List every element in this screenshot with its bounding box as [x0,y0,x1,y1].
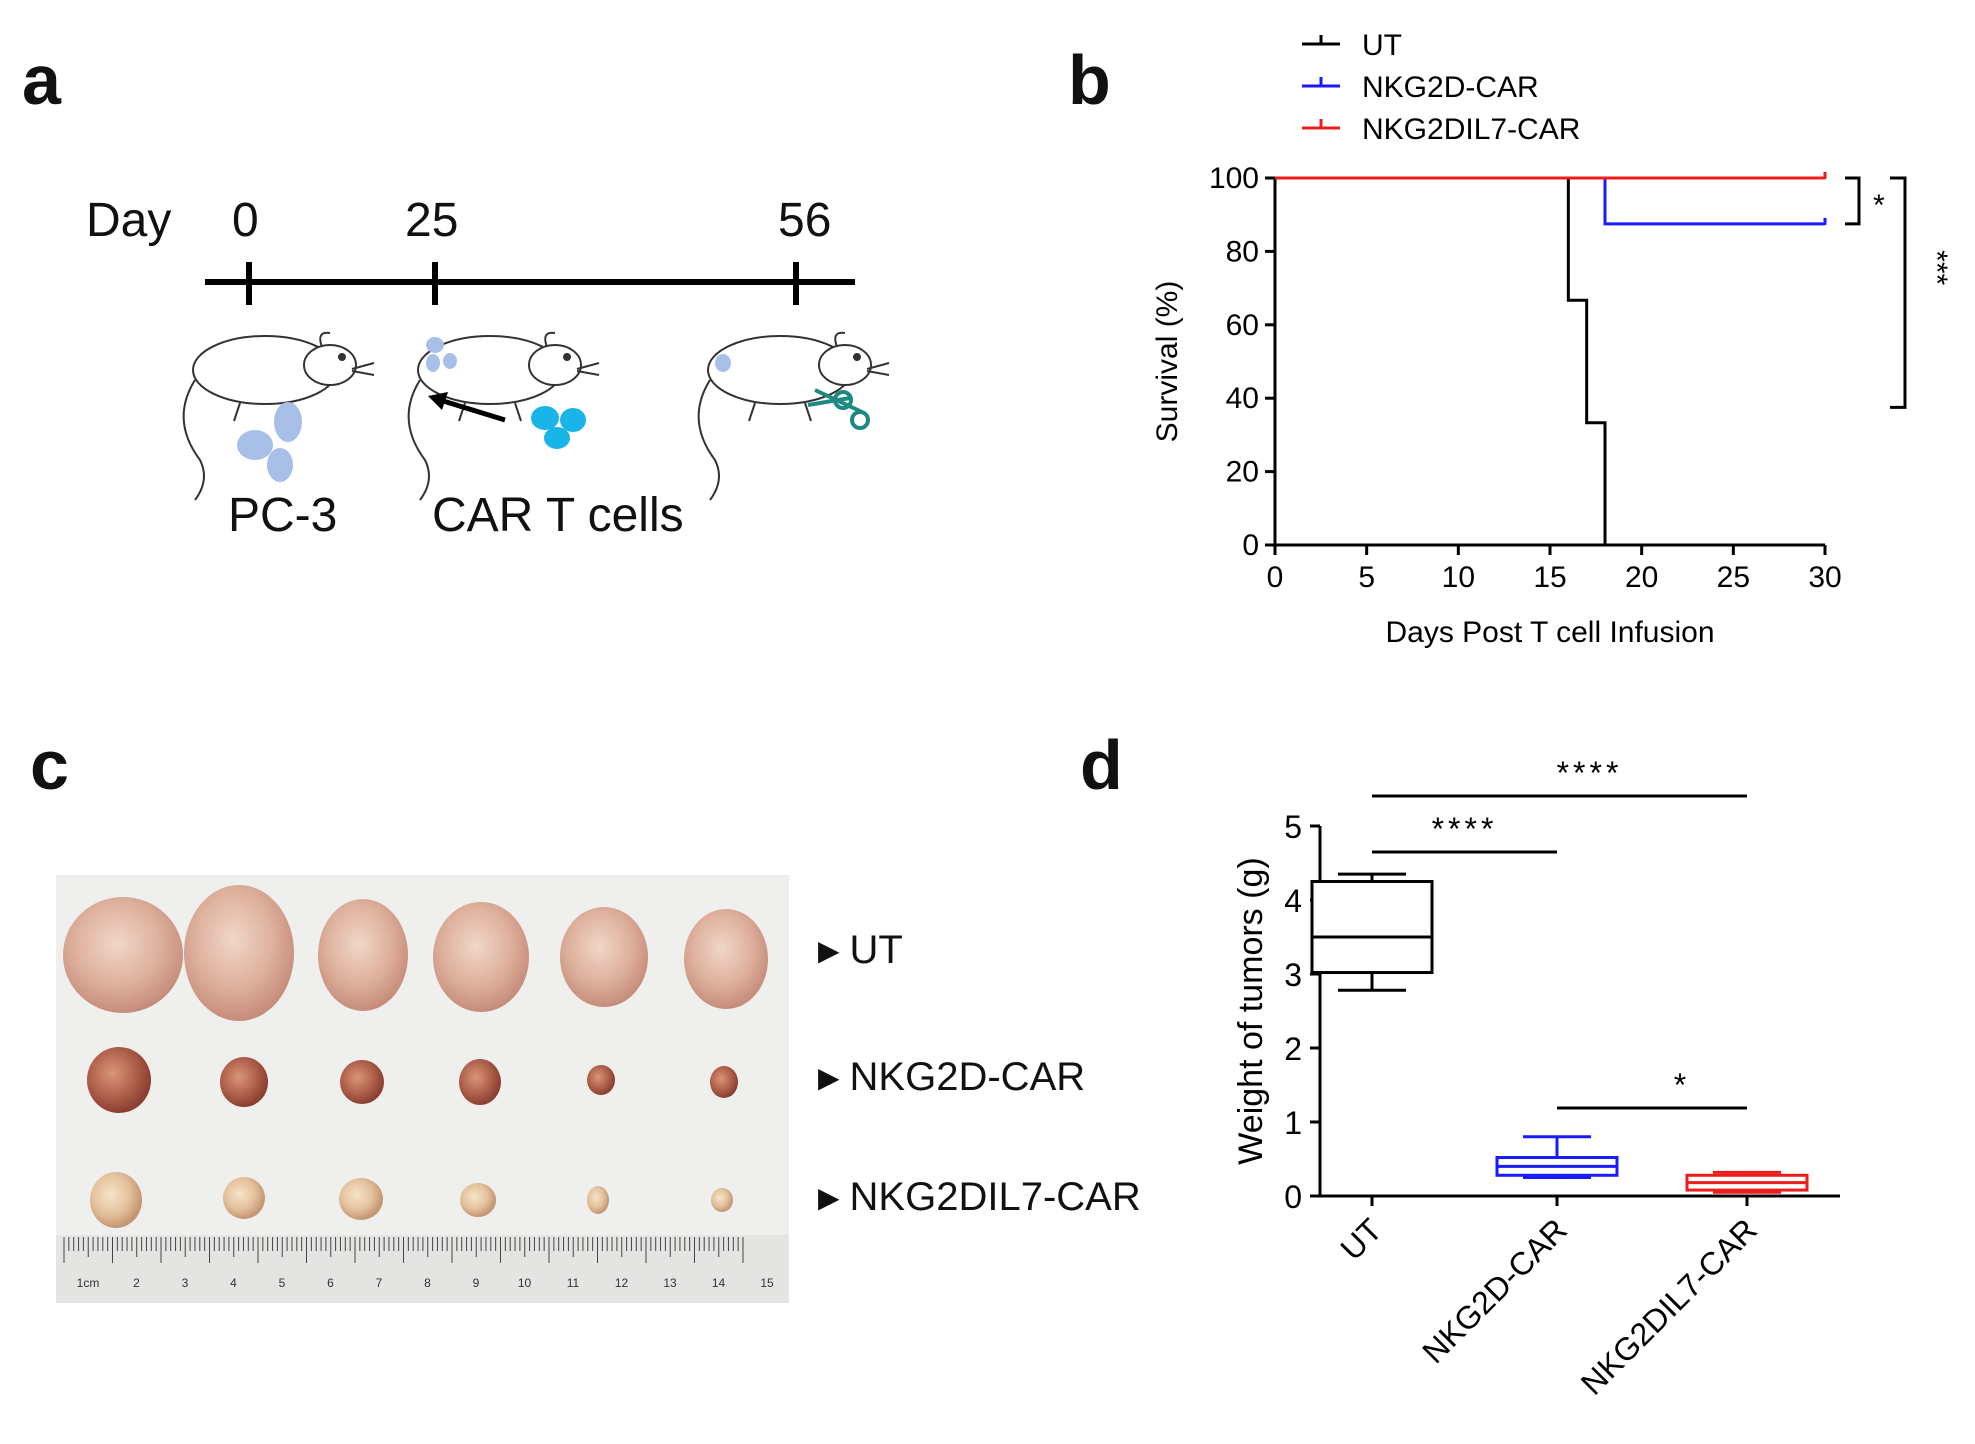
significance-label: * [1674,1067,1690,1103]
ruler-number: 10 [518,1276,532,1290]
y-tick-label: 40 [1226,382,1259,415]
ruler-number: 13 [663,1276,677,1290]
car-t-cells-icon [531,406,586,449]
box-ut [1310,880,1434,975]
y-tick-label: 3 [1284,957,1302,993]
significance-label: **** [1557,755,1623,791]
tumor-weight-chart: 0 1 2 3 4 5 Weight of tumors (g) UT NKG2D-CAR NKG… [1232,755,1840,1402]
scissors-icon [807,388,870,430]
photo-row-label-text: NKG2D-CAR [849,1055,1086,1099]
y-tick-label: 1 [1284,1105,1302,1141]
y-tick-label: 4 [1284,883,1302,919]
y-tick-label: 0 [1242,529,1259,562]
y-tick-label: 2 [1284,1031,1302,1067]
injection-arrow-icon [428,392,506,423]
significance-label: *** [1920,250,1953,285]
ruler-number: 3 [182,1276,189,1290]
x-tick-label: 25 [1717,561,1750,594]
significance-label: * [1873,189,1885,222]
ruler-number: 2 [133,1276,140,1290]
photo-row-label-ut: ▶ UT [818,928,903,973]
ruler-number: 6 [327,1276,334,1290]
mouse-icon [182,331,375,501]
survival-chart: 0 5 10 15 20 25 30 0 20 40 60 80 100 Days Post T cell… [1151,29,1953,649]
ruler-number: 11 [567,1276,580,1290]
tumor-row-nkg2dil7-car [90,1172,733,1228]
x-tick-label: 15 [1533,561,1566,594]
photo-row-label-text: UT [849,928,903,972]
ruler-number: 7 [376,1276,383,1290]
photo-row-label-nkg2dil7-car: ▶ NKG2DIL7-CAR [818,1175,1141,1220]
panel-label-b: b [1068,41,1111,119]
panel-label-a: a [22,41,61,119]
mouse-icon [407,331,600,501]
legend-label: UT [1362,29,1402,62]
tumor-photo-drawing: 1cm 2 3 4 5 6 7 8 9 10 11 12 13 14 15 [56,885,789,1303]
ruler: 1cm 2 3 4 5 6 7 8 9 10 11 12 13 14 15 [56,1235,789,1303]
x-tick-label: 5 [1358,561,1375,594]
x-axis-label: Days Post T cell Infusion [1385,616,1714,649]
x-tick-label: NKG2DIL7-CAR [1574,1211,1764,1401]
timeline-label-pc3: PC-3 [228,489,338,542]
y-tick-label: 80 [1226,235,1259,268]
panel-label-d: d [1080,726,1123,804]
x-tick-label: 20 [1625,561,1658,594]
y-tick-label: 100 [1209,162,1259,195]
ruler-number: 9 [473,1276,480,1290]
timeline-day-56: 56 [778,194,832,247]
timeline-label-car-t: CAR T cells [432,489,684,542]
timeline-schematic [182,262,890,501]
panel-label-c: c [30,726,69,804]
timeline-day-0: 0 [232,194,259,247]
series-line-nkg2d-car [1603,178,1825,226]
y-axis-label: Weight of tumors (g) [1232,857,1270,1164]
timeline-day-25: 25 [405,194,459,247]
pc3-cells-icon [237,402,302,482]
significance-label: **** [1432,811,1498,847]
ruler-number: 12 [615,1276,629,1290]
significance-bracket [1845,176,1861,226]
tumor-row-nkg2d-car [87,1047,738,1113]
ruler-number: 8 [424,1276,431,1290]
mouse-icon [697,331,890,501]
ruler-number: 5 [279,1276,286,1290]
significance-bracket [1890,176,1907,409]
y-axis-label: Survival (%) [1151,281,1184,443]
right-triangle-icon: ▶ [818,1062,840,1093]
right-triangle-icon: ▶ [818,935,840,966]
ruler-number: 4 [230,1276,237,1290]
photo-row-label-text: NKG2DIL7-CAR [849,1175,1141,1219]
legend-label: NKG2DIL7-CAR [1362,113,1580,146]
x-tick-label: UT [1333,1211,1389,1267]
x-tick-label: NKG2D-CAR [1415,1211,1574,1370]
right-triangle-icon: ▶ [818,1182,840,1213]
ruler-number: 15 [760,1276,774,1290]
ruler-number: 1cm [77,1276,100,1290]
x-tick-label: 30 [1808,561,1841,594]
photo-row-label-nkg2d-car: ▶ NKG2D-CAR [818,1055,1085,1100]
y-tick-label: 5 [1284,809,1302,845]
y-tick-label: 60 [1226,309,1259,342]
tumor-row-ut [63,885,768,1021]
x-tick-label: 0 [1267,561,1284,594]
y-tick-label: 20 [1226,456,1259,489]
y-tick-label: 0 [1284,1179,1302,1215]
tumor-photo: 1cm 2 3 4 5 6 7 8 9 10 11 12 13 14 15 [56,875,789,1303]
series-line-ut [1275,176,1607,545]
ruler-number: 14 [712,1276,726,1290]
timeline-day-label: Day [86,194,172,247]
legend-label: NKG2D-CAR [1362,71,1539,104]
x-tick-label: 10 [1442,561,1475,594]
